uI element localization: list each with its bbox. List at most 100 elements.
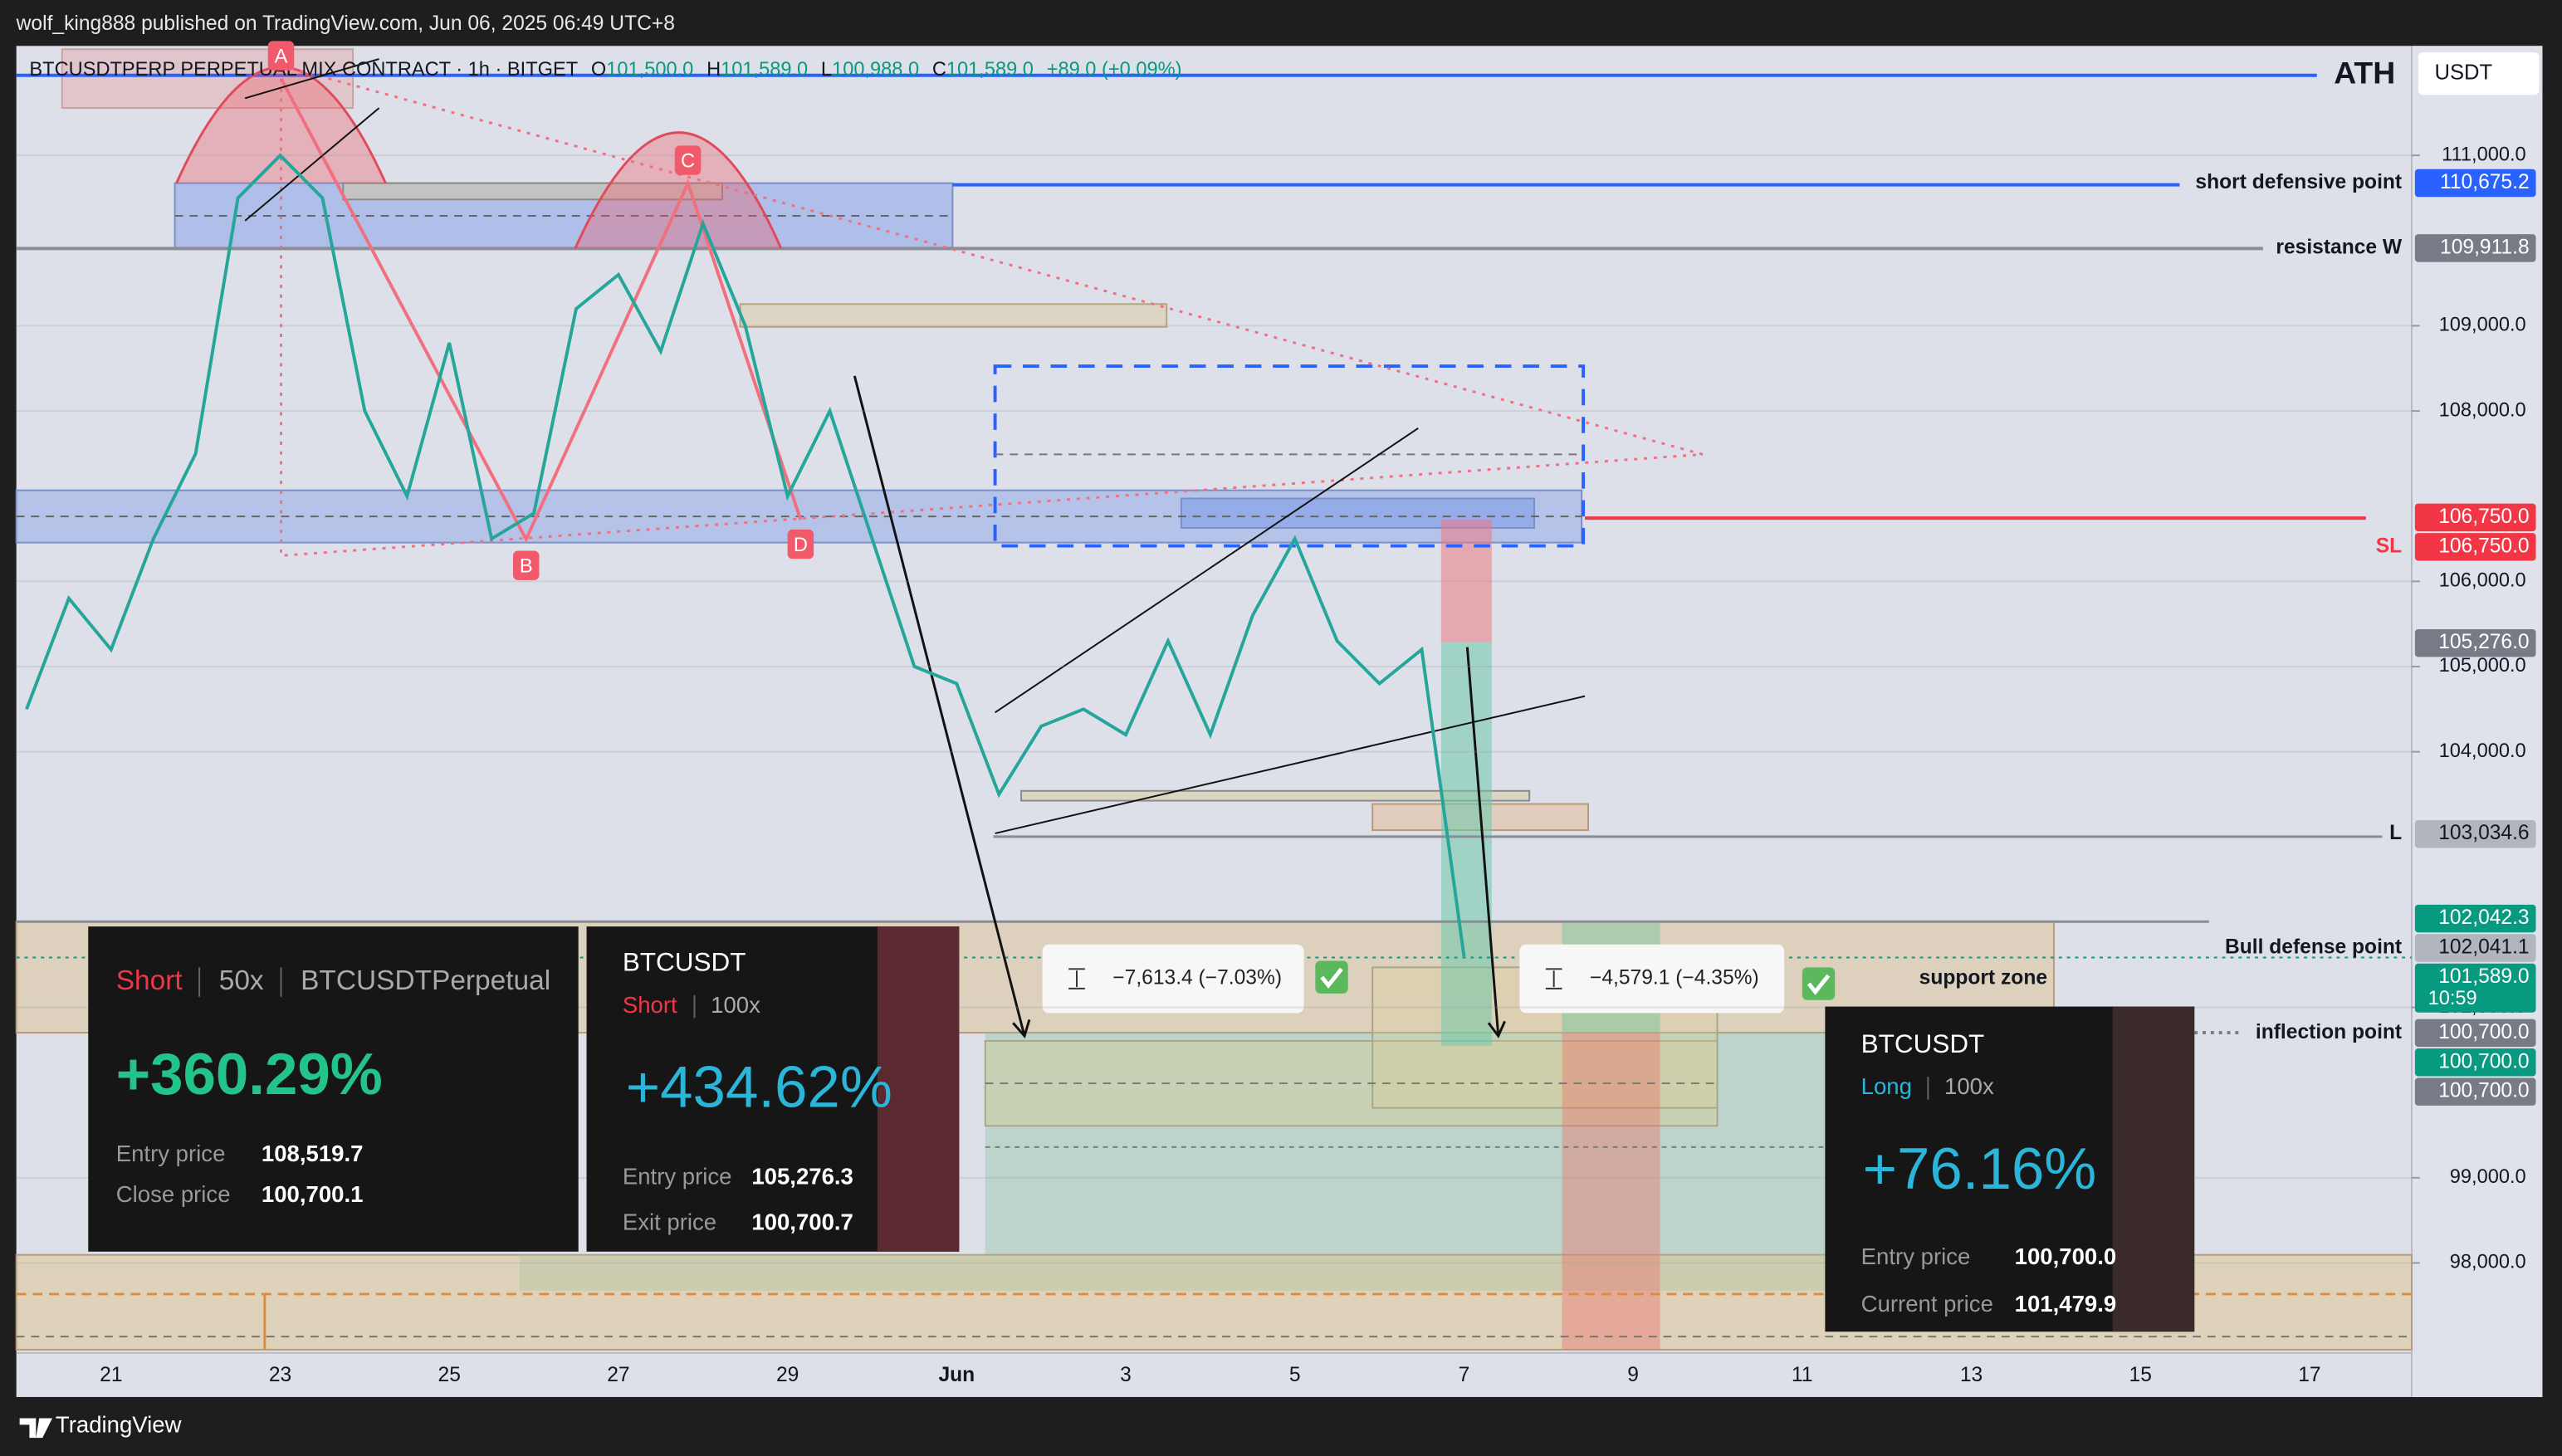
long-risk	[1562, 1033, 1660, 1350]
card-label: Entry price	[623, 1163, 732, 1189]
level-label: Bull defense point	[2225, 936, 2402, 958]
level-label: short defensive point	[2195, 171, 2402, 193]
card-pnl: +434.62%	[626, 1055, 892, 1121]
price-tag	[2414, 904, 2536, 933]
wave	[279, 77, 803, 544]
price-tag-label: 106,750.0	[2438, 535, 2529, 557]
measure-text: −7,613.4 (−7.03%)	[1112, 967, 1282, 989]
card-value: 100,700.1	[262, 1181, 364, 1207]
price-tag-label: 100,700.0	[2438, 1080, 2529, 1102]
price-tag-label: 100,700.0	[2438, 1021, 2529, 1043]
y-tick-label: 98,000.0	[2450, 1252, 2526, 1273]
x-tick-label: 17	[2298, 1364, 2320, 1386]
card-leverage: 50x	[219, 965, 264, 996]
arrow	[853, 375, 1026, 1037]
price-tag	[2414, 1019, 2536, 1048]
measure-icon	[1545, 968, 1562, 989]
card-pnl: +360.29%	[116, 1042, 383, 1107]
ohlc-value: 101,589.0	[946, 59, 1034, 81]
check-mark	[1320, 967, 1343, 989]
symbol: BTCUSDTPERP PERPETUAL MIX CONTRACT · 1h …	[29, 59, 578, 81]
x-tick-label: 7	[1459, 1364, 1470, 1386]
ohlc-key: C	[932, 59, 946, 81]
x-tick-label: Jun	[938, 1364, 975, 1386]
check-icon	[1315, 960, 1348, 994]
level-label: resistance W	[2276, 236, 2403, 258]
x-tick-label: 5	[1289, 1364, 1301, 1386]
x-tick-label: 29	[776, 1364, 799, 1386]
arrow	[1465, 647, 1500, 1037]
ath-label: ATH	[2334, 56, 2395, 90]
card-label: Entry price	[116, 1141, 226, 1166]
x-tick-label: 11	[1792, 1364, 1813, 1386]
ohlc-key: H	[707, 59, 721, 81]
level-label: inflection point	[2256, 1021, 2402, 1043]
zone	[342, 182, 723, 201]
card-image	[2112, 1006, 2195, 1332]
ohlc-value: 101,589.0	[721, 59, 808, 81]
card-pnl: +76.16%	[1863, 1136, 2097, 1202]
cards	[88, 926, 2195, 1332]
price-tag	[2414, 234, 2536, 262]
symbol-bar: BTCUSDTPERP PERPETUAL MIX CONTRACT · 1h …	[29, 59, 1181, 81]
card	[88, 926, 579, 1252]
price-axis-bg	[2411, 46, 2543, 1397]
short-risk	[1440, 520, 1492, 642]
pattern-badge	[267, 41, 295, 71]
card-label: Current price	[1861, 1291, 1993, 1317]
card-value: 101,479.9	[2015, 1291, 2117, 1317]
zone-label: support zone	[1919, 967, 2047, 989]
price-line	[25, 153, 1466, 957]
check-icon	[1802, 967, 1836, 1000]
price-tag	[2414, 1077, 2536, 1106]
card-value: 100,700.0	[2015, 1243, 2117, 1269]
trendline	[995, 695, 1586, 834]
card-symbol: BTCUSDT	[623, 948, 746, 977]
measure-box	[1519, 944, 1785, 1014]
currency-button[interactable]	[2418, 52, 2540, 95]
card-label: Close price	[116, 1181, 231, 1207]
card-symbol: BTCUSDT	[1861, 1029, 1985, 1058]
card-value: 105,276.3	[751, 1163, 853, 1189]
zone	[519, 1254, 1827, 1292]
arrow-head	[1487, 1020, 1506, 1038]
countdown: 10:59	[2428, 988, 2477, 1009]
price-tag-label: 102,041.1	[2438, 936, 2529, 958]
price-tag-label: 106,750.0	[2438, 506, 2529, 528]
price-tag	[2414, 819, 2536, 848]
card-leverage: 100x	[1944, 1073, 1994, 1099]
price-tag-label: 109,911.8	[2440, 236, 2530, 258]
price-tag	[2414, 533, 2536, 561]
check-mark	[1807, 974, 1831, 995]
arrow-head	[1012, 1019, 1031, 1038]
price-tag	[2414, 503, 2536, 532]
price-tag	[2414, 963, 2536, 1013]
measure-icon	[1068, 968, 1085, 989]
y-tick-label: 106,000.0	[2439, 570, 2526, 592]
card-value: 100,700.7	[751, 1209, 853, 1235]
brand: TradingView	[56, 1412, 182, 1438]
trendline	[244, 58, 379, 100]
x-tick-label: 23	[269, 1364, 291, 1386]
price-tag	[2414, 628, 2536, 657]
pattern-label: A	[275, 46, 288, 67]
ohlc-value: 100,988.0	[832, 59, 919, 81]
pattern-label: B	[520, 555, 533, 577]
x-tick-label: 9	[1627, 1364, 1639, 1386]
price-tag-label: 103,034.6	[2438, 822, 2529, 844]
trendline	[244, 107, 380, 222]
x-tick-label: 15	[2129, 1364, 2152, 1386]
price-tag	[2414, 169, 2536, 198]
change: +89.0 (+0.09%)	[1047, 59, 1182, 81]
zone	[739, 303, 1168, 328]
logo	[19, 1418, 52, 1439]
price-tag-label: 101,589.0	[2438, 965, 2529, 988]
currency[interactable]: USDT	[2434, 61, 2492, 85]
price-tag-label: 105,276.0	[2438, 631, 2529, 653]
card-side: Long	[1861, 1073, 1912, 1099]
triangle	[280, 63, 1704, 557]
card-side: Short	[623, 992, 677, 1018]
y-tick-label: 108,000.0	[2439, 399, 2526, 421]
